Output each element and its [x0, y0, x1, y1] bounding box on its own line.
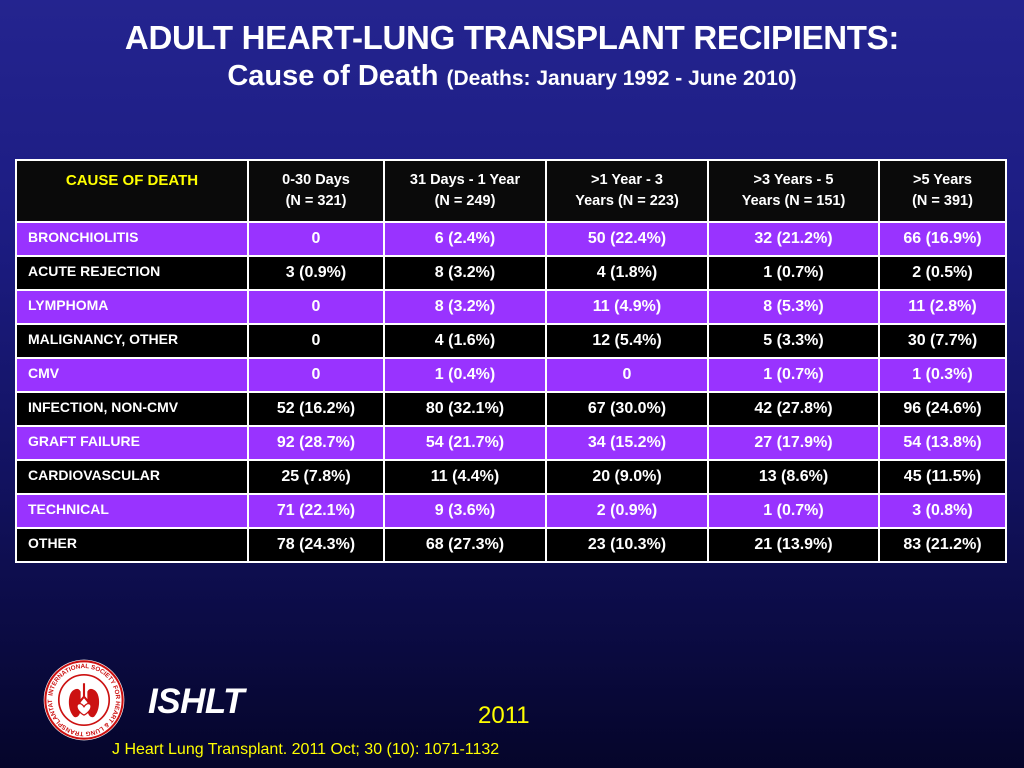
cause-cell: MALIGNANCY, OTHER: [15, 323, 249, 359]
table-row: CMV 0 1 (0.4%) 0 1 (0.7%) 1 (0.3%): [15, 357, 1007, 393]
value-cell: 4 (1.8%): [545, 255, 709, 291]
value-cell: 0: [247, 221, 385, 257]
cause-cell: TECHNICAL: [15, 493, 249, 529]
value-cell: 8 (5.3%): [707, 289, 880, 325]
value-cell: 0: [247, 289, 385, 325]
value-cell: 1 (0.4%): [383, 357, 547, 393]
value-cell: 23 (10.3%): [545, 527, 709, 563]
table-row: GRAFT FAILURE 92 (28.7%) 54 (21.7%) 34 (…: [15, 425, 1007, 461]
value-cell: 2 (0.9%): [545, 493, 709, 529]
table-row: ACUTE REJECTION 3 (0.9%) 8 (3.2%) 4 (1.8…: [15, 255, 1007, 291]
column-header-5-plus-years: >5 Years (N = 391): [878, 159, 1007, 223]
value-cell: 8 (3.2%): [383, 255, 547, 291]
value-cell: 42 (27.8%): [707, 391, 880, 427]
title-line-1: ADULT HEART-LUNG TRANSPLANT RECIPIENTS:: [124, 19, 900, 56]
value-cell: 34 (15.2%): [545, 425, 709, 461]
value-cell: 3 (0.9%): [247, 255, 385, 291]
table-row: BRONCHIOLITIS 0 6 (2.4%) 50 (22.4%) 32 (…: [15, 221, 1007, 257]
value-cell: 11 (4.9%): [545, 289, 709, 325]
value-cell: 0: [545, 357, 709, 393]
publication-year: 2011: [478, 702, 530, 729]
value-cell: 1 (0.7%): [707, 255, 880, 291]
column-header-line2: Years (N = 223): [575, 193, 679, 209]
cause-column-header: CAUSE OF DEATH: [15, 159, 249, 223]
cause-cell: LYMPHOMA: [15, 289, 249, 325]
value-cell: 5 (3.3%): [707, 323, 880, 359]
value-cell: 4 (1.6%): [383, 323, 547, 359]
cause-cell: ACUTE REJECTION: [15, 255, 249, 291]
cause-cell: CMV: [15, 357, 249, 393]
cause-of-death-table: CAUSE OF DEATH 0-30 Days (N = 321) 31 Da…: [15, 159, 1007, 563]
journal-citation: J Heart Lung Transplant. 2011 Oct; 30 (1…: [112, 741, 500, 758]
value-cell: 54 (13.8%): [878, 425, 1007, 461]
value-cell: 78 (24.3%): [247, 527, 385, 563]
cause-cell: OTHER: [15, 527, 249, 563]
column-header-3-5-years: >3 Years - 5 Years (N = 151): [707, 159, 880, 223]
value-cell: 1 (0.3%): [878, 357, 1007, 393]
title-date-range: (Deaths: January 1992 - June 2010): [446, 67, 797, 90]
value-cell: 68 (27.3%): [383, 527, 547, 563]
value-cell: 27 (17.9%): [707, 425, 880, 461]
value-cell: 96 (24.6%): [878, 391, 1007, 427]
value-cell: 25 (7.8%): [247, 459, 385, 495]
column-header-line2: (N = 249): [434, 193, 496, 209]
cause-cell: BRONCHIOLITIS: [15, 221, 249, 257]
value-cell: 71 (22.1%): [247, 493, 385, 529]
slide-title: ADULT HEART-LUNG TRANSPLANT RECIPIENTS: …: [0, 18, 1024, 97]
value-cell: 8 (3.2%): [383, 289, 547, 325]
column-header-line1: 31 Days - 1 Year: [409, 172, 521, 188]
column-header-line1: >3 Years - 5: [753, 172, 834, 188]
cause-cell: INFECTION, NON-CMV: [15, 391, 249, 427]
cause-cell: GRAFT FAILURE: [15, 425, 249, 461]
value-cell: 0: [247, 357, 385, 393]
value-cell: 66 (16.9%): [878, 221, 1007, 257]
value-cell: 50 (22.4%): [545, 221, 709, 257]
value-cell: 1 (0.7%): [707, 493, 880, 529]
value-cell: 11 (2.8%): [878, 289, 1007, 325]
value-cell: 52 (16.2%): [247, 391, 385, 427]
table-row: TECHNICAL 71 (22.1%) 9 (3.6%) 2 (0.9%) 1…: [15, 493, 1007, 529]
value-cell: 20 (9.0%): [545, 459, 709, 495]
value-cell: 1 (0.7%): [707, 357, 880, 393]
ishlt-seal-logo-icon: INTERNATIONAL SOCIETY FOR HEART & LUNG T…: [42, 658, 125, 741]
column-header-31-days-1-year: 31 Days - 1 Year (N = 249): [383, 159, 547, 223]
value-cell: 6 (2.4%): [383, 221, 547, 257]
value-cell: 21 (13.9%): [707, 527, 880, 563]
table-row: OTHER 78 (24.3%) 68 (27.3%) 23 (10.3%) 2…: [15, 527, 1007, 563]
value-cell: 3 (0.8%): [878, 493, 1007, 529]
table-header-row: CAUSE OF DEATH 0-30 Days (N = 321) 31 Da…: [15, 159, 1007, 223]
value-cell: 13 (8.6%): [707, 459, 880, 495]
value-cell: 67 (30.0%): [545, 391, 709, 427]
table-row: CARDIOVASCULAR 25 (7.8%) 11 (4.4%) 20 (9…: [15, 459, 1007, 495]
value-cell: 30 (7.7%): [878, 323, 1007, 359]
table-row: INFECTION, NON-CMV 52 (16.2%) 80 (32.1%)…: [15, 391, 1007, 427]
value-cell: 2 (0.5%): [878, 255, 1007, 291]
value-cell: 32 (21.2%): [707, 221, 880, 257]
column-header-1-3-years: >1 Year - 3 Years (N = 223): [545, 159, 709, 223]
value-cell: 12 (5.4%): [545, 323, 709, 359]
column-header-line2: (N = 321): [285, 193, 347, 209]
column-header-0-30-days: 0-30 Days (N = 321): [247, 159, 385, 223]
table-row: MALIGNANCY, OTHER 0 4 (1.6%) 12 (5.4%) 5…: [15, 323, 1007, 359]
column-header-line2: (N = 391): [912, 193, 973, 209]
value-cell: 92 (28.7%): [247, 425, 385, 461]
value-cell: 54 (21.7%): [383, 425, 547, 461]
cause-cell: CARDIOVASCULAR: [15, 459, 249, 495]
value-cell: 11 (4.4%): [383, 459, 547, 495]
value-cell: 9 (3.6%): [383, 493, 547, 529]
column-header-line1: >5 Years: [912, 172, 972, 188]
value-cell: 83 (21.2%): [878, 527, 1007, 563]
column-header-line1: >1 Year - 3: [591, 172, 663, 188]
title-line-2: Cause of Death (Deaths: January 1992 - J…: [0, 58, 1024, 97]
title-main: Cause of Death: [227, 60, 439, 92]
column-header-line2: Years (N = 151): [741, 193, 846, 209]
value-cell: 45 (11.5%): [878, 459, 1007, 495]
column-header-line1: 0-30 Days: [282, 172, 350, 188]
organization-name: ISHLT: [148, 682, 245, 721]
value-cell: 80 (32.1%): [383, 391, 547, 427]
table-row: LYMPHOMA 0 8 (3.2%) 11 (4.9%) 8 (5.3%) 1…: [15, 289, 1007, 325]
value-cell: 0: [247, 323, 385, 359]
